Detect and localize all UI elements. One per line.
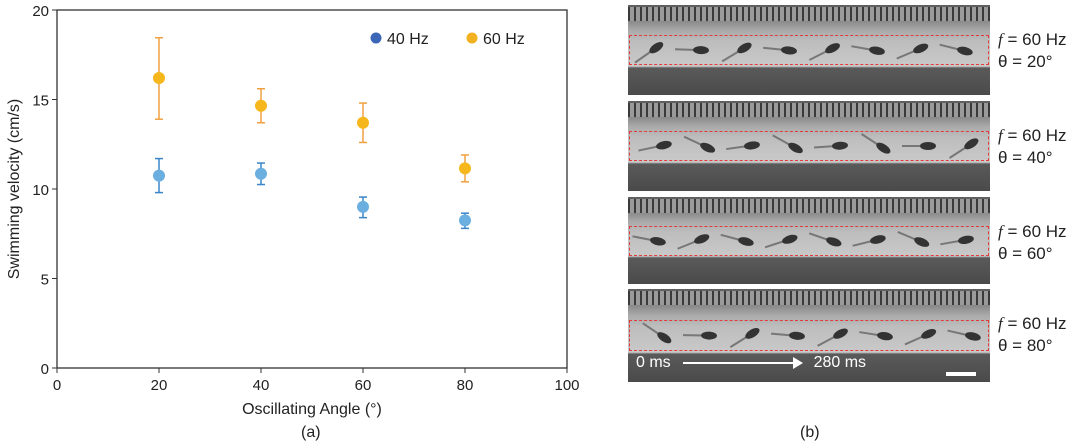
tadpole [813,141,848,150]
velocity-chart: 0 20 40 60 80 100 0 5 10 15 20 Oscillating Angle (°… [6,3,580,418]
tadpole [634,42,664,64]
ruler [628,291,990,305]
tadpole [682,331,717,340]
y-tick-label: 5 [41,272,49,289]
data-point-group [255,162,267,186]
frame-panel [628,101,990,191]
data-point-group [357,102,369,144]
tadpole [897,230,930,247]
tadpole [683,135,716,153]
tadpole [851,45,885,55]
data-point [255,99,267,112]
tadpole [632,235,666,246]
timeline: 0 ms 280 ms [636,354,866,372]
caption-b: (b) [800,424,820,441]
legend-marker [370,32,382,44]
tadpole [949,138,979,159]
data-point [153,169,165,182]
tadpole [720,233,754,246]
tadpole [726,141,760,151]
tadpole [940,235,974,246]
tadpole [808,232,842,247]
tadpole [677,234,710,250]
tadpole [674,46,709,55]
tadpole [817,328,848,347]
tadpole [642,322,672,344]
data-point-group [459,212,471,230]
frame-label: f = 60 Hz θ = 40° [998,126,1067,167]
x-tick-label: 20 [151,377,168,394]
tadpole [902,142,936,150]
tadpole [721,42,752,63]
x-tick-label: 0 [53,377,61,394]
frame-label: f = 60 Hz θ = 80° [998,314,1067,355]
plot-frame [56,9,568,369]
x-tick-label: 100 [554,377,579,394]
data-point-group [459,154,471,183]
roi-box [629,34,989,66]
tadpole [729,327,760,349]
x-tick-label: 60 [355,377,372,394]
data-point-group [255,88,267,124]
tadpole [638,140,672,152]
y-tick-label: 15 [32,93,49,110]
tadpole [904,328,937,346]
data-point [357,200,369,213]
data-point-group [357,196,369,219]
tadpole [939,43,973,56]
roi-box [629,319,989,352]
y-axis-label: Swimming velocity (cm/s) [6,99,23,279]
y-tick-label: 10 [32,182,49,199]
data-point [459,162,471,175]
frame-panel [628,5,990,95]
timeline-start: 0 ms [636,354,671,371]
y-tick-label: 20 [32,3,49,20]
data-point [459,214,471,227]
tadpole [852,235,886,247]
tadpole [764,234,798,249]
timeline-end: 280 ms [813,354,867,371]
frame-panel [628,197,990,284]
caption-a: (a) [301,424,321,441]
data-point-group [153,36,165,120]
data-point-group [153,157,165,194]
frame-panel [628,289,990,382]
legend-label: 60 Hz [483,31,525,48]
ruler [628,103,990,117]
ruler [628,7,990,21]
x-tick-label: 40 [253,377,270,394]
tadpole [770,331,805,340]
arrow-right-icon [683,356,804,369]
tadpole [896,43,929,60]
data-point [255,167,267,180]
data-point [153,72,165,85]
y-tick-label: 0 [41,361,49,378]
tadpole [947,329,981,341]
x-axis-label: Oscillating Angle (°) [242,401,382,418]
frame-label: f = 60 Hz θ = 60° [998,222,1067,263]
tadpole [808,43,840,61]
tadpole [861,133,891,154]
legend-label: 40 Hz [387,31,429,48]
roi-box [629,130,989,162]
scale-bar [946,372,976,376]
tadpole [772,134,803,154]
legend-marker [466,32,478,44]
tadpole [763,46,797,55]
tadpole [859,331,893,341]
ruler [628,199,990,213]
data-point [357,116,369,129]
roi-box [629,225,989,256]
frame-label: f = 60 Hz θ = 20° [998,30,1067,71]
x-tick-label: 80 [457,377,474,394]
